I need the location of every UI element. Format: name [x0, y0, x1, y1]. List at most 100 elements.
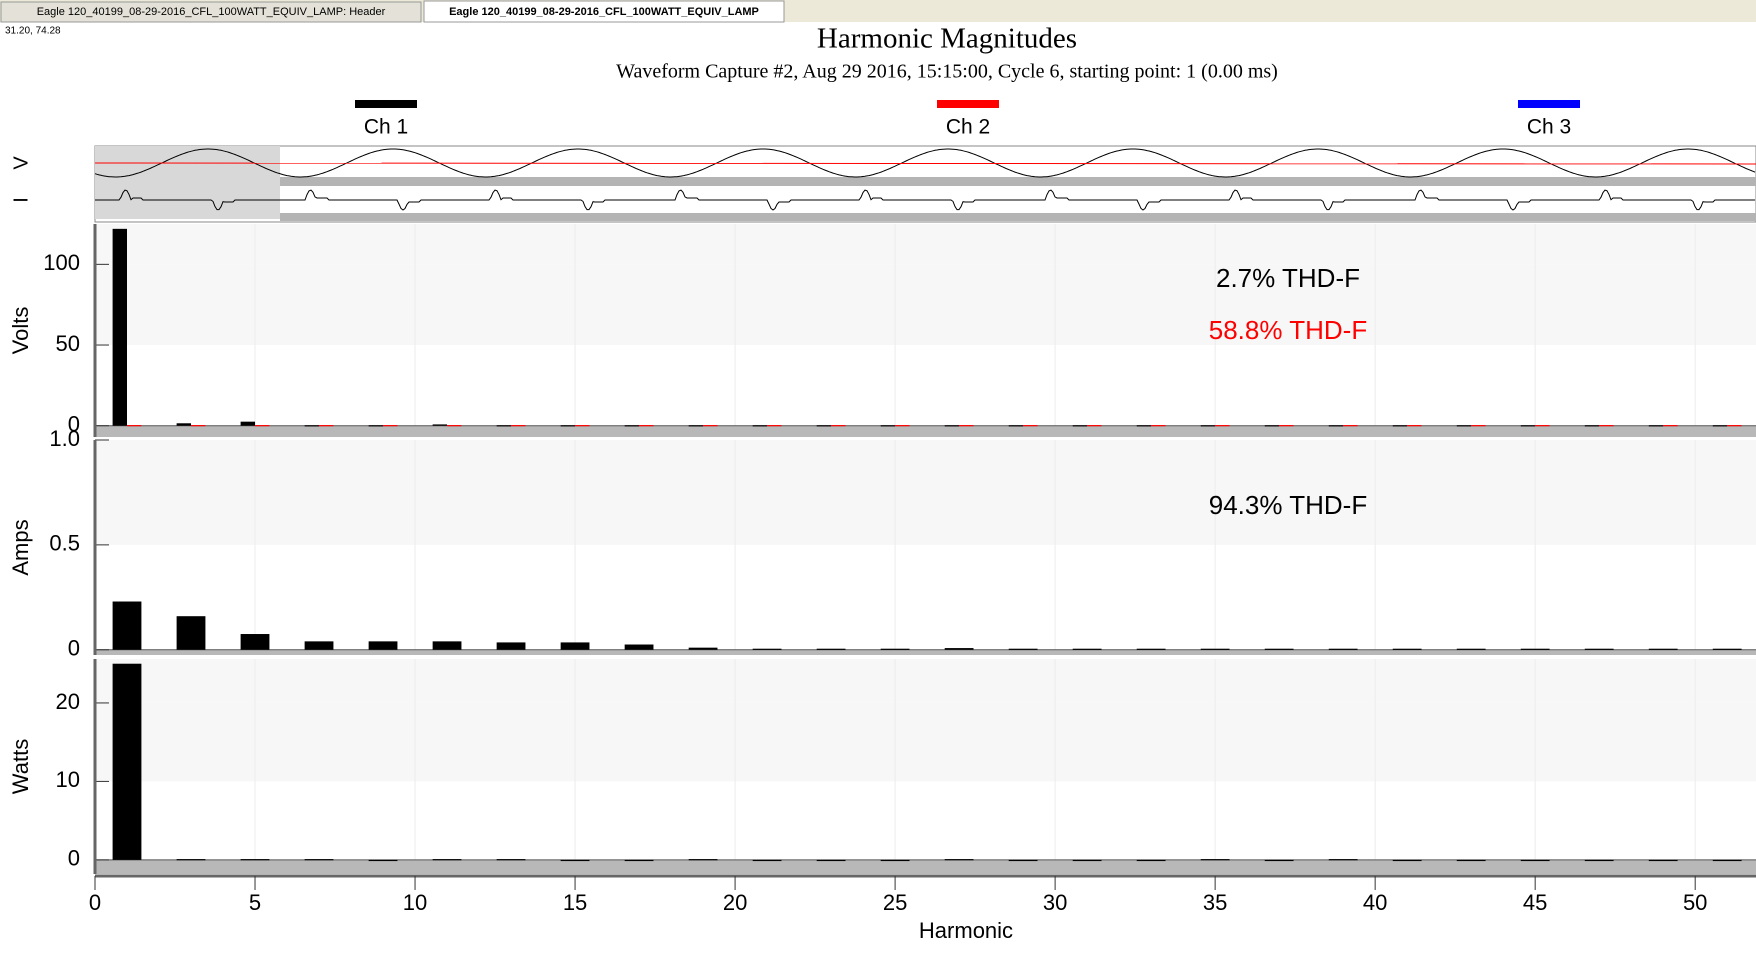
thd-annotation: 94.3% THD-F	[1209, 490, 1367, 520]
y-tick-label: 0.5	[49, 531, 80, 556]
bar	[895, 425, 910, 427]
bar	[1264, 859, 1294, 862]
bar	[1328, 859, 1358, 861]
bar	[1279, 425, 1294, 427]
bar	[1328, 648, 1358, 650]
thd-annotation: 2.7% THD-F	[1216, 263, 1360, 293]
bar	[1520, 425, 1536, 427]
waveform-label: I	[10, 197, 32, 203]
x-tick-label: 40	[1363, 890, 1387, 915]
bar	[432, 424, 448, 426]
bar	[752, 648, 782, 650]
bar	[1264, 648, 1294, 650]
bar	[816, 425, 832, 427]
legend-label: Ch 1	[364, 116, 408, 139]
waveform-separator	[280, 177, 1756, 186]
bar	[447, 425, 462, 427]
bar	[1008, 425, 1024, 427]
bar	[560, 425, 576, 427]
bar	[1136, 425, 1152, 427]
cursor-readout: 31.20, 74.28	[5, 26, 61, 37]
bar	[176, 859, 206, 861]
bar	[944, 648, 974, 650]
tab-label[interactable]: Eagle 120_40199_08-29-2016_CFL_100WATT_E…	[449, 6, 759, 18]
grid-band	[95, 702, 1756, 782]
x-tick-label: 0	[89, 890, 101, 915]
x-tick-label: 25	[883, 890, 907, 915]
bar	[944, 859, 974, 861]
bar	[639, 425, 654, 427]
bar	[1471, 425, 1486, 427]
x-tick-label: 10	[403, 890, 427, 915]
bar	[304, 425, 320, 427]
current-waveform	[95, 189, 1755, 211]
bar	[496, 642, 526, 650]
grid-band	[95, 440, 1756, 545]
bar	[1456, 859, 1486, 862]
x-tick-label: 15	[563, 890, 587, 915]
legend-label: Ch 2	[946, 116, 990, 139]
tab[interactable]	[0, 1, 422, 23]
bar	[112, 601, 142, 650]
bar	[624, 425, 640, 427]
bar	[1648, 648, 1678, 650]
waveform-selection[interactable]	[95, 146, 280, 219]
bar	[816, 859, 846, 862]
bar	[383, 425, 398, 427]
grid-band	[95, 659, 1756, 703]
x-tick-label: 45	[1523, 890, 1547, 915]
bar	[880, 648, 910, 650]
x-tick-label: 5	[249, 890, 261, 915]
y-axis-label: Amps	[8, 519, 33, 575]
bar	[240, 421, 256, 426]
bar	[880, 859, 910, 862]
bar	[1392, 859, 1422, 862]
bar	[1008, 859, 1038, 862]
y-tick-label: 0	[68, 412, 80, 437]
bar	[1599, 425, 1614, 427]
y-tick-label: 10	[56, 767, 80, 792]
bar	[767, 425, 782, 427]
bar	[432, 859, 462, 861]
bar	[112, 663, 142, 860]
x-axis-label: Harmonic	[919, 918, 1013, 943]
bar	[112, 228, 128, 426]
bar	[1200, 425, 1216, 427]
waveform-label: V	[10, 156, 32, 170]
bar	[880, 425, 896, 427]
x-tick-label: 50	[1683, 890, 1707, 915]
bar	[1023, 425, 1038, 427]
bar	[1456, 648, 1486, 650]
bar	[1520, 648, 1550, 650]
bar	[1072, 425, 1088, 427]
bar	[1072, 859, 1102, 862]
bar	[1712, 425, 1728, 427]
zero-band	[95, 425, 1756, 437]
bar	[1392, 425, 1408, 427]
tab-active[interactable]	[423, 0, 785, 23]
bar	[1264, 425, 1280, 427]
x-tick-label: 35	[1203, 890, 1227, 915]
bar	[1215, 425, 1230, 427]
tab-label[interactable]: Eagle 120_40199_08-29-2016_CFL_100WATT_E…	[37, 6, 386, 18]
bar	[496, 425, 512, 427]
grid-band	[95, 224, 1756, 265]
zero-band	[95, 649, 1756, 655]
bar	[240, 859, 270, 861]
bar	[191, 425, 206, 427]
bar	[703, 425, 718, 427]
x-tick-label: 20	[723, 890, 747, 915]
voltage-waveform	[94, 148, 1756, 178]
voltage-waveform-ch2	[94, 162, 1756, 165]
y-axis-label: Volts	[8, 307, 33, 355]
bar	[1727, 425, 1742, 427]
y-tick-label: 1.0	[49, 426, 80, 451]
bar	[255, 425, 270, 427]
bar	[1407, 425, 1422, 427]
bar	[688, 859, 718, 861]
bar	[1151, 425, 1166, 427]
bar	[127, 425, 142, 427]
bar	[1328, 425, 1344, 427]
